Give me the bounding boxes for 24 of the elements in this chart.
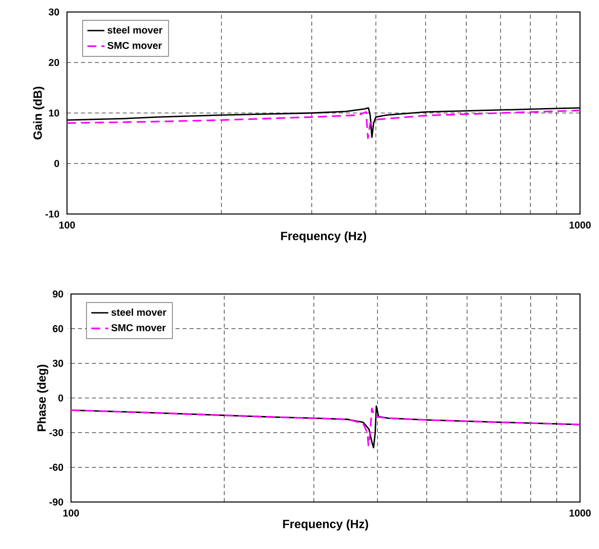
y-axis-title: Phase (deg): [37, 364, 48, 432]
y-tick-label: 60: [52, 325, 64, 332]
legend-label: SMC mover: [111, 324, 166, 332]
y-tick-label: 90: [52, 290, 64, 298]
x-axis-title: Frequency (Hz): [281, 231, 366, 243]
y-tick-label: 10: [49, 109, 60, 117]
y-tick-label: -30: [50, 429, 64, 436]
x-tick-label: 100: [63, 510, 79, 517]
y-tick-label: -10: [46, 210, 60, 218]
x-tick-label: 100: [59, 222, 75, 229]
y-axis-title: Gain (dB): [33, 86, 44, 140]
legend-label: steel mover: [111, 308, 166, 316]
x-axis-title: Frequency (Hz): [283, 519, 368, 531]
x-tick-label: 1000: [570, 510, 591, 517]
y-tick-label: 30: [52, 360, 64, 367]
y-tick-label: 20: [48, 58, 60, 66]
y-tick-label: 30: [48, 8, 60, 16]
y-tick-label: 0: [58, 394, 64, 402]
y-tick-label: 0: [54, 160, 60, 168]
y-tick-label: -60: [50, 464, 64, 471]
legend-label: SMC mover: [107, 42, 162, 49]
legend-label: steel mover: [108, 26, 162, 34]
x-tick-label: 1000: [570, 222, 591, 229]
y-tick-label: -90: [50, 498, 64, 506]
